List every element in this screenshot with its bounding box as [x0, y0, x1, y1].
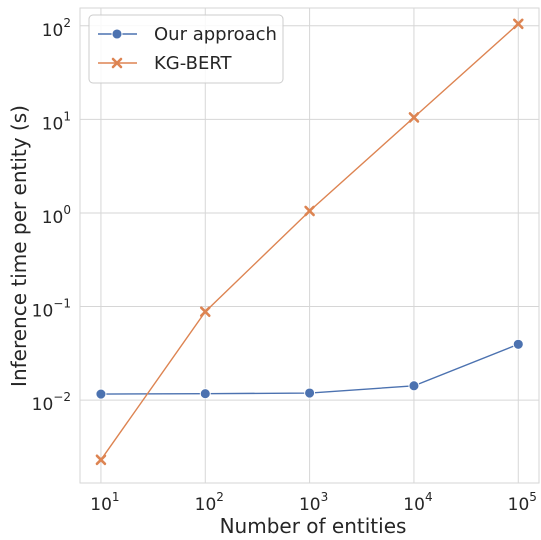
- tick-exponent: 4: [425, 490, 433, 504]
- legend-marker: [111, 28, 123, 40]
- tick-base: 10: [90, 495, 112, 515]
- data-point: [408, 380, 420, 392]
- y-tick-label: 101: [42, 109, 71, 134]
- y-tick-label: 10−2: [32, 390, 71, 415]
- data-point: [304, 387, 316, 399]
- x-tick-label: 103: [299, 490, 328, 515]
- legend-marker: [111, 57, 123, 69]
- tick-base: 10: [42, 114, 64, 134]
- x-tick-labels: 101 102 103 104 105: [90, 490, 537, 515]
- legend: Our approach KG-BERT: [88, 14, 284, 84]
- x-tick-label: 101: [90, 490, 119, 515]
- data-point: [95, 454, 107, 466]
- tick-exponent: −1: [53, 297, 71, 311]
- x-tick-label: 105: [508, 490, 537, 515]
- grid: [80, 8, 539, 483]
- data-point: [199, 388, 211, 400]
- tick-base: 10: [299, 495, 321, 515]
- tick-base: 10: [42, 208, 64, 228]
- legend-label: KG-BERT: [154, 53, 233, 74]
- y-tick-label: 10−1: [32, 297, 71, 322]
- series-our-approach: [95, 338, 524, 400]
- tick-exponent: 1: [63, 109, 71, 123]
- series-kg-bert: [95, 18, 524, 466]
- x-axis-label: Number of entities: [220, 514, 407, 538]
- tick-exponent: 0: [63, 203, 71, 217]
- data-point: [304, 205, 315, 217]
- tick-base: 10: [32, 302, 54, 322]
- y-tick-label: 102: [42, 16, 71, 41]
- tick-exponent: 5: [529, 490, 537, 504]
- tick-exponent: −2: [53, 390, 71, 404]
- tick-exponent: 1: [112, 490, 120, 504]
- x-tick-label: 104: [403, 490, 432, 515]
- tick-base: 10: [32, 395, 54, 415]
- data-point: [512, 18, 524, 30]
- x-tick-label: 102: [195, 490, 224, 515]
- tick-exponent: 2: [216, 490, 224, 504]
- data-point: [199, 306, 211, 318]
- y-axis-label: Inference time per entity (s): [7, 105, 31, 387]
- tick-exponent: 3: [321, 490, 329, 504]
- plot-frame: [79, 7, 540, 484]
- tick-base: 10: [195, 495, 217, 515]
- plot-border: [79, 7, 540, 484]
- series-layer: [95, 18, 524, 466]
- legend-box: [88, 14, 284, 84]
- legend-label: Our approach: [154, 24, 277, 45]
- tick-base: 10: [42, 21, 64, 41]
- tick-base: 10: [403, 495, 425, 515]
- tick-base: 10: [508, 495, 530, 515]
- data-point: [95, 388, 107, 400]
- y-tick-label: 100: [42, 203, 71, 228]
- data-point: [408, 112, 420, 123]
- data-point: [512, 338, 524, 350]
- tick-exponent: 2: [63, 16, 71, 30]
